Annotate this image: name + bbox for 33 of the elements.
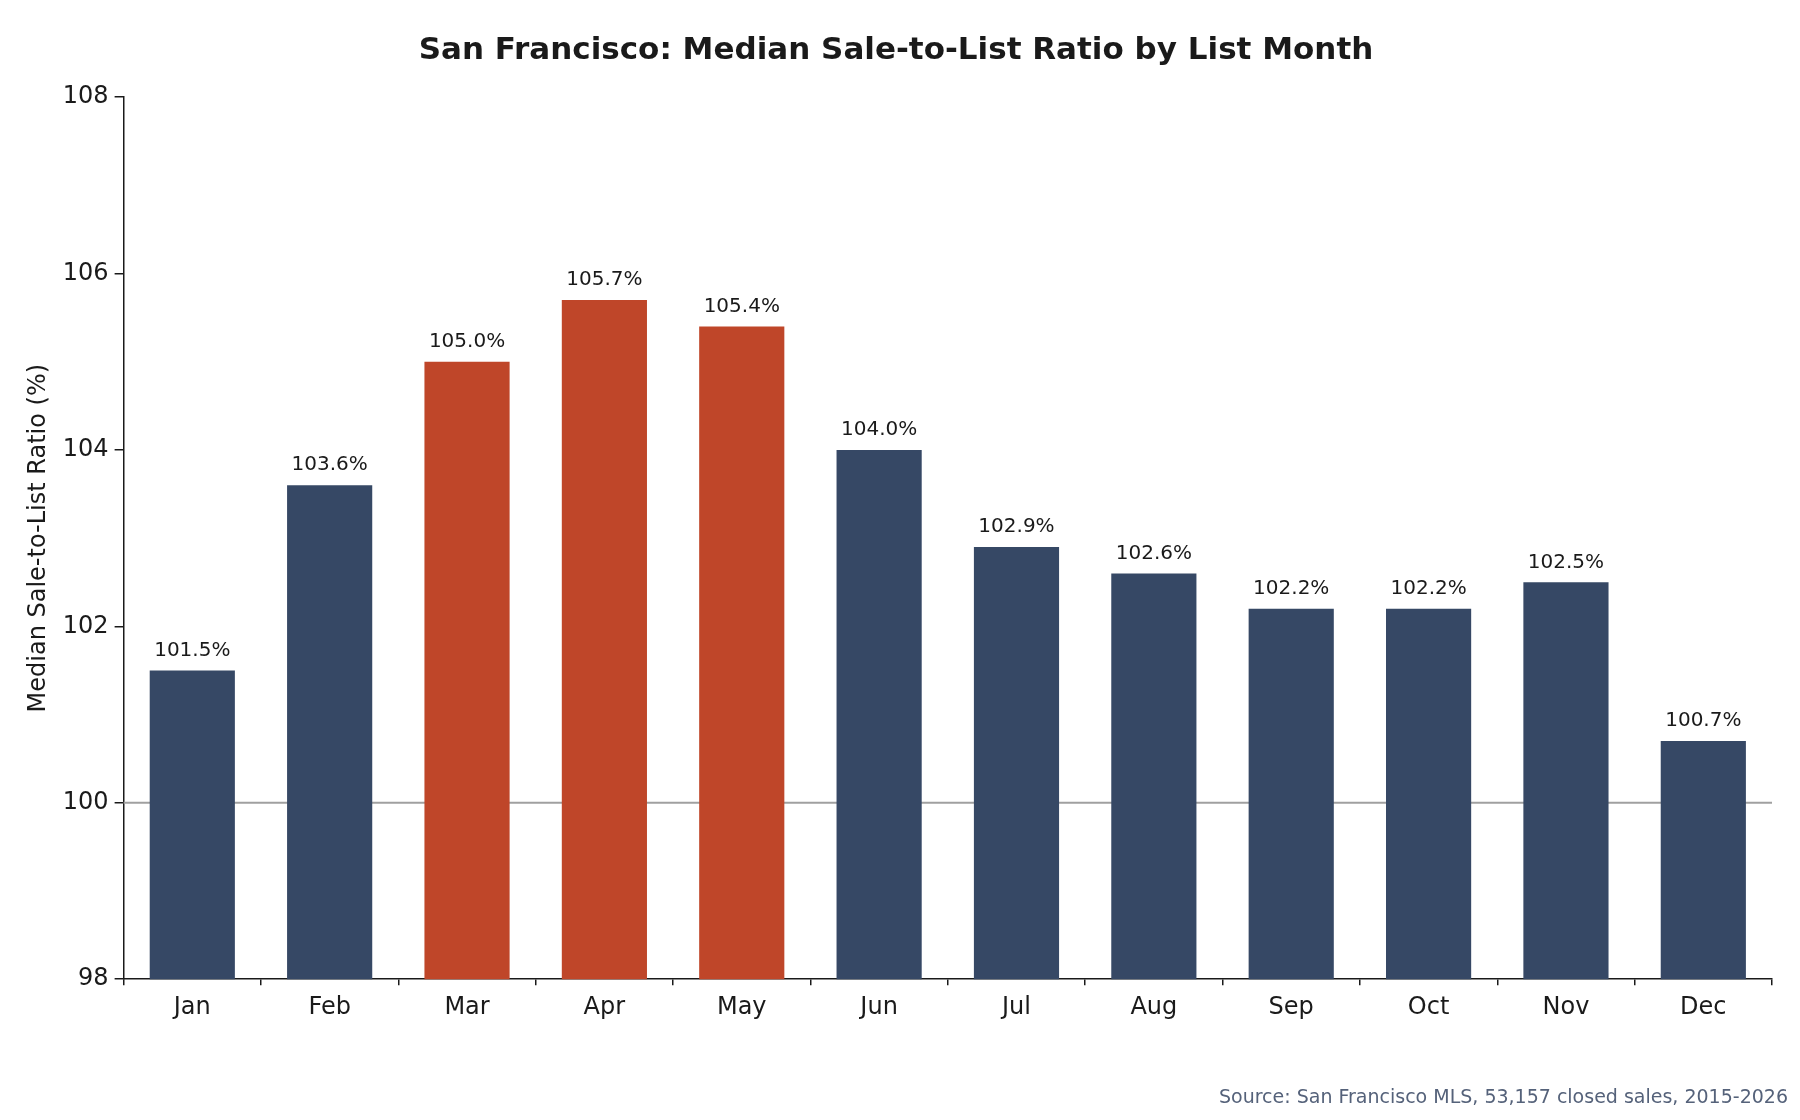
x-tick-label: May (716, 991, 767, 1020)
y-tick-label: 108 (62, 81, 109, 110)
x-tick-label: Dec (1680, 991, 1727, 1020)
data-label: 102.2% (1390, 574, 1467, 599)
data-label: 102.5% (1527, 548, 1605, 573)
y-tick-label: 98 (78, 963, 109, 992)
y-tick-label: 102 (62, 610, 109, 639)
data-label: 102.6% (1115, 539, 1192, 564)
data-label: 102.9% (978, 513, 1055, 538)
x-tick-label: Jul (1000, 991, 1031, 1020)
y-tick-label: 106 (62, 257, 109, 286)
data-label: 103.6% (291, 451, 368, 476)
x-tick-label: Oct (1407, 991, 1450, 1020)
y-tick-label: 100 (62, 787, 109, 816)
x-tick-label: Jun (858, 991, 898, 1020)
data-label: 104.0% (840, 416, 918, 441)
x-tick-label: Jan (171, 991, 211, 1020)
data-label: 102.2% (1253, 574, 1330, 599)
y-axis-title: Median Sale-to-List Ratio (%) (22, 363, 51, 713)
x-tick-label: Feb (308, 991, 351, 1020)
data-label: 105.4% (703, 292, 780, 317)
data-label: 100.7% (1665, 707, 1742, 732)
data-label: 101.5% (154, 636, 231, 661)
x-tick-label: Mar (444, 991, 490, 1020)
x-tick-label: Apr (583, 991, 626, 1020)
y-tick-label: 104 (62, 434, 109, 463)
x-tick-label: Sep (1268, 991, 1314, 1020)
chart-title: San Francisco: Median Sale-to-List Ratio by List Month (418, 29, 1374, 66)
x-tick-label: Nov (1542, 991, 1590, 1020)
data-label: 105.0% (428, 328, 506, 352)
source-note: Source: San Francisco MLS, 53,157 closed sales, 2015-2026 (1219, 1085, 1788, 1108)
data-label: 105.7% (566, 266, 643, 291)
x-tick-label: Aug (1130, 991, 1178, 1020)
